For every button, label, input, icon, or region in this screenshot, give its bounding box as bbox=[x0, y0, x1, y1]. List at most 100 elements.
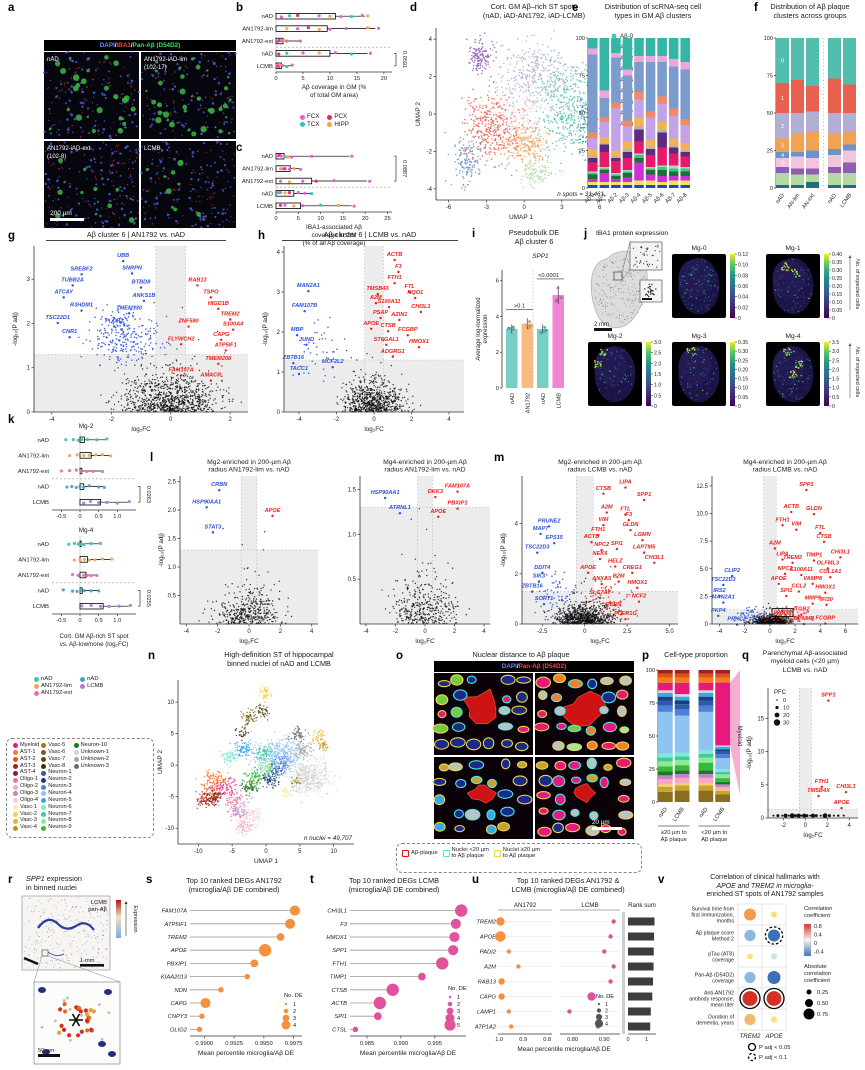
umap-point bbox=[490, 128, 492, 130]
stack-segment bbox=[669, 154, 679, 166]
dapi-dot bbox=[68, 100, 70, 102]
stack-segment bbox=[611, 53, 621, 58]
umap-point bbox=[544, 167, 546, 169]
dapi-dot bbox=[65, 102, 67, 104]
data-point bbox=[156, 397, 157, 398]
umap-point bbox=[553, 74, 555, 76]
umap-point bbox=[536, 82, 538, 84]
dapi-dot bbox=[109, 170, 111, 172]
stack-segment bbox=[588, 55, 598, 133]
data-point bbox=[161, 385, 162, 386]
umap-point bbox=[552, 122, 554, 124]
y-tick-label: 100 bbox=[576, 36, 585, 42]
data-point bbox=[406, 389, 407, 390]
dapi-dot bbox=[200, 187, 201, 188]
umap-point bbox=[525, 168, 527, 170]
dapi-dot bbox=[189, 207, 192, 210]
umap-point bbox=[535, 117, 537, 119]
data-point bbox=[365, 396, 366, 397]
data-point bbox=[384, 404, 385, 405]
data-point bbox=[392, 391, 393, 392]
data-point bbox=[206, 406, 207, 407]
dapi-dot bbox=[132, 162, 134, 164]
dapi-dot bbox=[119, 152, 121, 154]
stack-segment bbox=[669, 109, 679, 117]
data-point bbox=[111, 351, 113, 353]
data-point bbox=[388, 406, 389, 407]
umap-point bbox=[485, 164, 487, 166]
umap-point bbox=[544, 165, 546, 167]
data-point bbox=[172, 395, 173, 396]
data-point bbox=[371, 405, 372, 406]
umap-point bbox=[473, 67, 475, 69]
data-point bbox=[177, 408, 178, 409]
data-point bbox=[395, 397, 396, 398]
data-point bbox=[124, 373, 125, 374]
dapi-dot bbox=[69, 168, 71, 170]
dapi-dot bbox=[197, 151, 199, 153]
umap-point bbox=[513, 84, 515, 86]
data-point bbox=[153, 404, 154, 405]
umap-point bbox=[463, 144, 465, 146]
data-point bbox=[144, 375, 145, 376]
quadrant-label: LCMB bbox=[144, 146, 161, 152]
data-point bbox=[353, 402, 354, 403]
dapi-dot bbox=[176, 63, 178, 65]
umap-point bbox=[527, 36, 529, 38]
data-point bbox=[175, 407, 176, 408]
dapi-dot bbox=[173, 107, 174, 108]
stack-segment bbox=[806, 38, 819, 86]
sample-dot bbox=[299, 39, 302, 42]
volcano-h-title: Aβ cluster 6 | LCMB vs. nAD bbox=[282, 230, 458, 241]
ab-plaque-dot bbox=[122, 122, 126, 126]
umap-point bbox=[473, 62, 475, 64]
data-point bbox=[384, 401, 385, 402]
umap-point bbox=[500, 144, 502, 146]
data-point bbox=[412, 402, 413, 403]
dapi-dot bbox=[74, 72, 76, 74]
umap-point bbox=[527, 140, 529, 142]
data-point bbox=[361, 409, 362, 410]
umap-point bbox=[558, 140, 560, 142]
umap-point bbox=[492, 131, 494, 133]
data-point bbox=[118, 332, 120, 334]
data-point bbox=[156, 402, 157, 403]
stack-segment bbox=[806, 175, 819, 183]
stack-segment bbox=[843, 163, 856, 174]
data-point bbox=[143, 386, 144, 387]
data-point bbox=[162, 381, 163, 382]
ab-plaque-dot bbox=[177, 160, 183, 166]
data-point bbox=[409, 407, 410, 408]
umap-point bbox=[566, 136, 568, 138]
gene-point bbox=[210, 296, 212, 298]
umap-point bbox=[536, 59, 538, 61]
umap-point bbox=[469, 130, 471, 132]
data-point bbox=[399, 393, 400, 394]
data-point bbox=[198, 390, 199, 391]
ab-plaque-dot bbox=[191, 95, 193, 97]
stack-segment bbox=[680, 181, 690, 186]
umap-point bbox=[495, 51, 497, 53]
data-point bbox=[349, 403, 350, 404]
data-point bbox=[100, 394, 101, 395]
umap-point bbox=[521, 129, 523, 131]
umap-point bbox=[501, 86, 503, 88]
iba1-mark bbox=[55, 54, 56, 55]
umap-point bbox=[523, 91, 525, 93]
data-point bbox=[97, 338, 99, 340]
ab-plaque-dot bbox=[218, 107, 222, 111]
umap-point bbox=[469, 167, 471, 169]
umap-point bbox=[548, 69, 550, 71]
panel-letter-h: h bbox=[258, 230, 265, 242]
dapi-dot bbox=[113, 213, 115, 215]
data-point bbox=[394, 390, 395, 391]
stack-segment bbox=[791, 169, 804, 175]
data-point bbox=[165, 394, 166, 395]
stack-segment bbox=[600, 145, 610, 153]
row-label: nAD bbox=[262, 14, 273, 20]
data-point bbox=[193, 391, 194, 392]
umap-point bbox=[558, 127, 560, 129]
iba1-mark bbox=[49, 182, 50, 183]
stack-segment bbox=[646, 169, 656, 171]
umap-point bbox=[511, 174, 513, 176]
